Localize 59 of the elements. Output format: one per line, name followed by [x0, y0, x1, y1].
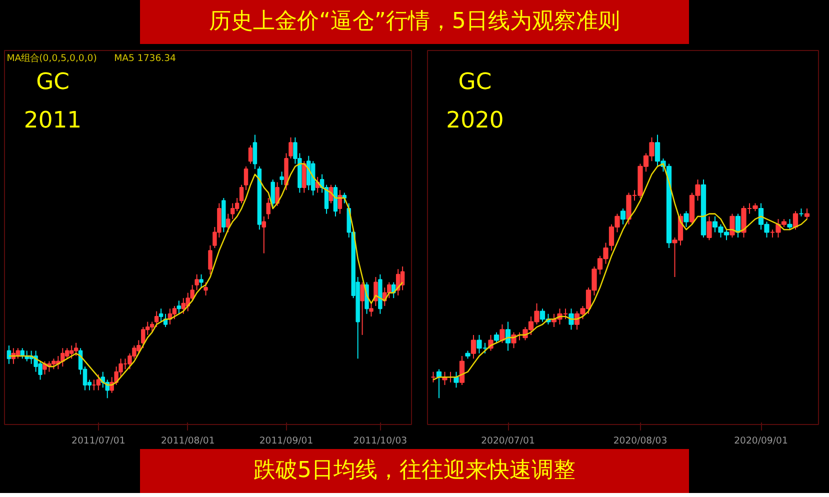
candlestick	[234, 197, 240, 212]
text: MA5 1736.34	[114, 52, 176, 64]
candlestick	[620, 208, 626, 225]
text: GC	[36, 69, 70, 96]
text: 2011	[24, 107, 82, 134]
candlestick	[360, 282, 364, 336]
x-tick-label: 2020/08/03	[613, 436, 668, 446]
candlestick	[706, 216, 712, 241]
candlestick	[69, 344, 74, 360]
candlestick	[280, 171, 284, 186]
candlestick	[505, 321, 511, 352]
text: 跌破5日均线，往往迎来快速调整	[0, 449, 829, 493]
candlestick	[158, 308, 164, 322]
text: 2020	[446, 107, 504, 134]
candlestick	[194, 274, 199, 291]
candlestick	[154, 310, 159, 328]
candlestick	[730, 213, 735, 238]
candlestick	[459, 356, 465, 386]
candlestick	[454, 371, 459, 388]
candlestick	[266, 197, 270, 220]
candlestick	[270, 179, 275, 210]
x-tick-label: 2020/09/01	[734, 436, 788, 446]
candlestick	[374, 276, 378, 306]
candlestick	[275, 182, 280, 206]
candlestick	[500, 324, 505, 344]
text: GC	[458, 69, 492, 96]
candlestick	[172, 305, 177, 320]
x-tick-label: 2011/09/01	[259, 436, 314, 446]
x-tick-label: 2020/07/01	[481, 436, 535, 446]
candlestick	[181, 298, 186, 314]
candlestick	[494, 332, 500, 344]
candlestick	[199, 274, 204, 288]
text: MA组合(0,0,5,0,0,0)	[6, 52, 97, 64]
candlestick	[248, 144, 253, 164]
candlestick	[369, 302, 374, 318]
candlestick	[176, 300, 182, 314]
candlestick	[252, 134, 258, 170]
candlestick	[470, 334, 476, 360]
candlestick	[568, 308, 574, 330]
candlestick	[204, 282, 208, 296]
candlestick	[96, 374, 101, 391]
candlestick	[400, 266, 405, 291]
candlestick	[792, 210, 798, 230]
candlestick	[230, 202, 235, 220]
candlestick	[74, 342, 78, 357]
candlestick	[226, 213, 230, 233]
candlestick	[684, 210, 689, 228]
x-tick-label: 2011/08/01	[160, 436, 215, 446]
candlestick	[208, 244, 212, 275]
candlestick	[787, 218, 792, 230]
x-tick-label: 2011/07/01	[72, 436, 126, 446]
candlestick	[262, 216, 266, 254]
candlestick	[244, 166, 248, 191]
candlestick	[302, 160, 306, 194]
candlestick	[804, 208, 810, 220]
x-tick-label: 2011/10/03	[353, 436, 408, 446]
chart-title: 历史上金价“逼仓”行情，5日线为观察准则	[0, 0, 829, 44]
candlestick	[150, 321, 154, 333]
candlestick	[239, 184, 244, 204]
